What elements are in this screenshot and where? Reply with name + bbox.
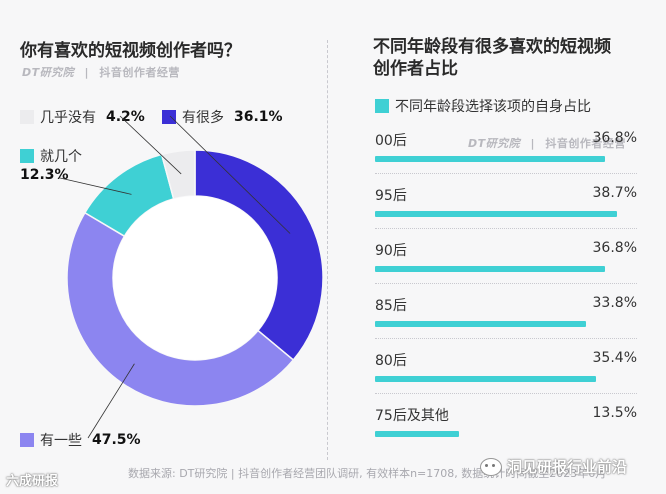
watermark-right-text: 洞见研报行业前沿: [507, 458, 628, 476]
donut-leader-line: [59, 177, 132, 195]
legend-pct-many: 36.1%: [234, 109, 283, 125]
bar-row-divider: [375, 393, 637, 395]
bar-value-label: 33.8%: [592, 295, 637, 311]
legend-swatch-almost-none: [20, 110, 34, 124]
bar-chart-title: 不同年龄段有很多喜欢的短视频 创作者占比: [373, 36, 611, 80]
legend-label-few: 就几个: [40, 149, 82, 165]
legend-pct-some: 47.5%: [92, 432, 141, 448]
bar-category-label: 95后: [375, 188, 407, 204]
bar-brand-dt: DT研究院: [468, 137, 521, 150]
bar-brand-name: 抖音创作者经营: [545, 137, 626, 150]
bar-brand: DT研究院 | 抖音创作者经营: [468, 135, 626, 151]
legend-item-many: 有很多 36.1%: [162, 107, 283, 127]
donut-chart-title: 你有喜欢的短视频创作者吗？: [20, 41, 241, 61]
bar: [375, 156, 606, 162]
bar-chart-title-line1: 不同年龄段有很多喜欢的短视频: [373, 37, 611, 57]
brand-name: 抖音创作者经营: [99, 66, 180, 79]
donut-leader-line: [87, 363, 135, 439]
bar-value-label: 35.4%: [592, 350, 637, 366]
donut-hole: [113, 196, 277, 360]
donut-chart: [59, 115, 324, 439]
legend-item-some: 有一些 47.5%: [20, 430, 141, 450]
bar: [375, 321, 587, 327]
bar-value-label: 36.8%: [592, 240, 637, 256]
legend-item-almost-none: 几乎没有 4.2%: [20, 107, 145, 127]
donut-brand: DT研究院 | 抖音创作者经营: [22, 64, 180, 80]
bar-legend-swatch: [375, 99, 389, 113]
bar: [375, 211, 618, 217]
legend-swatch-few: [20, 149, 34, 163]
legend-pct-few: 12.3%: [20, 167, 69, 183]
bar: [375, 431, 460, 437]
bar-row-divider: [375, 283, 637, 285]
legend-label-many: 有很多: [182, 110, 224, 126]
panel-divider: [327, 40, 328, 460]
bar-legend-label: 不同年龄段选择该项的自身占比: [395, 99, 591, 115]
brand-dt: DT研究院: [22, 66, 75, 79]
legend-pct-almost-none: 4.2%: [106, 109, 145, 125]
donut-leader-line: [119, 115, 182, 175]
bar: [375, 266, 606, 272]
bar-value-label: 36.8%: [592, 130, 637, 146]
bar-row-divider: [375, 338, 637, 340]
bar-value-label: 13.5%: [592, 405, 637, 421]
watermark-left: 六成研报: [6, 474, 59, 489]
bar-category-label: 75后及其他: [375, 408, 449, 424]
legend-swatch-many: [162, 110, 176, 124]
bar-brand-sep: |: [530, 137, 536, 150]
bar-category-label: 80后: [375, 353, 407, 369]
bar-category-label: 00后: [375, 133, 407, 149]
bar-chart-title-line2: 创作者占比: [373, 59, 458, 79]
wechat-icon: [480, 457, 502, 476]
bar: [375, 376, 597, 382]
bar-legend: 不同年龄段选择该项的自身占比: [375, 96, 591, 116]
legend-label-some: 有一些: [40, 433, 82, 449]
bar-category-label: 85后: [375, 298, 407, 314]
legend-swatch-some: [20, 433, 34, 447]
bar-row-divider: [375, 173, 637, 175]
bar-row-divider: [375, 228, 637, 230]
legend-item-few: 就几个: [20, 146, 82, 166]
bar-category-label: 90后: [375, 243, 407, 259]
watermark-right: 洞见研报行业前沿: [480, 456, 627, 477]
bar-value-label: 38.7%: [592, 185, 637, 201]
brand-sep: |: [84, 66, 90, 79]
legend-label-almost-none: 几乎没有: [40, 110, 96, 126]
donut-leader-line: [169, 115, 291, 234]
